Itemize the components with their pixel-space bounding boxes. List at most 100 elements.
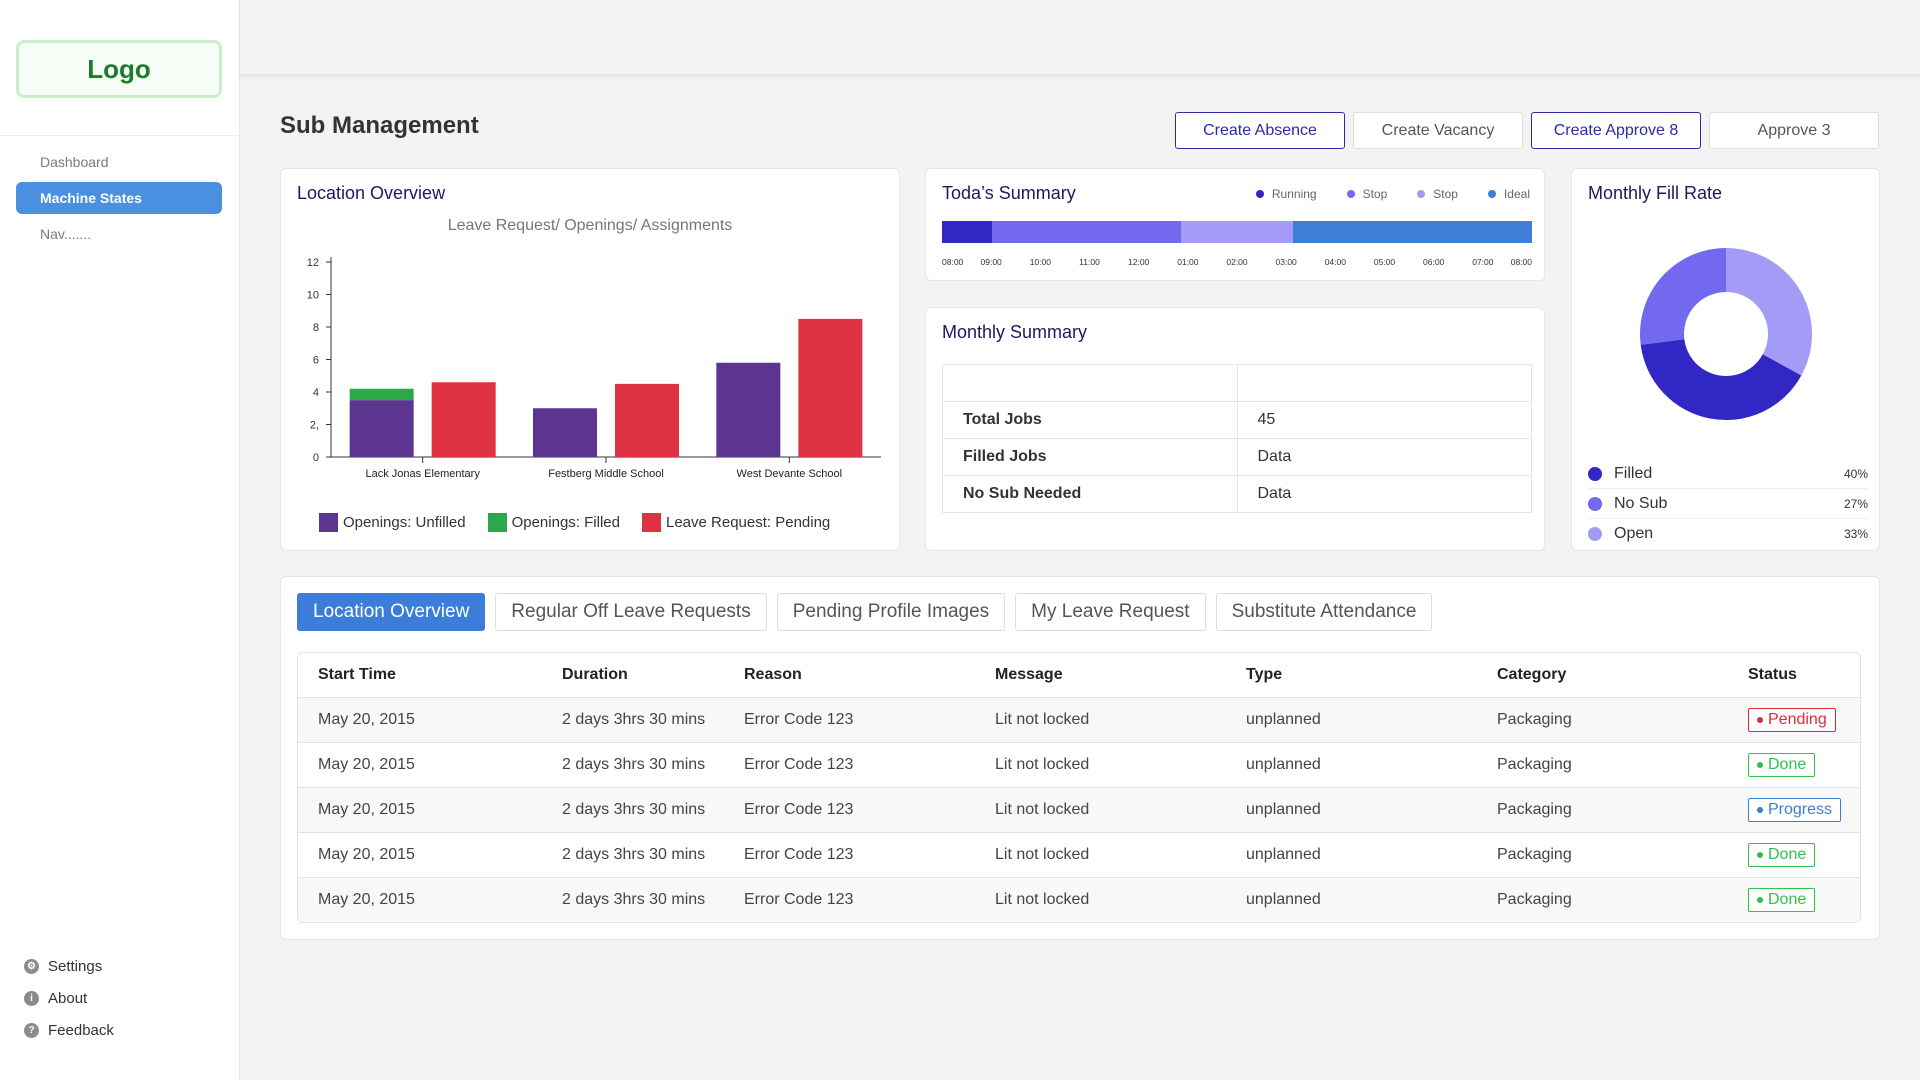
table-cell: unplanned: [1226, 787, 1477, 833]
timeline-tick-label: 03:00: [1275, 257, 1297, 267]
status-dot: [1757, 716, 1763, 723]
column-header[interactable]: Category: [1477, 653, 1728, 698]
table-row: Filled Jobs Data: [942, 438, 1532, 476]
tab-my-leave-request[interactable]: My Leave Request: [1015, 593, 1206, 631]
sidebar-item-dashboard[interactable]: Dashboard: [40, 154, 109, 170]
legend-percent: 40%: [1843, 466, 1868, 481]
tab-location-overview[interactable]: Location Overview: [297, 593, 486, 631]
sidebar: Logo Dashboard Machine States Nav.......…: [0, 0, 240, 1080]
logo[interactable]: Logo: [16, 40, 222, 98]
summary-label: Total Jobs: [942, 401, 1238, 439]
chart-legend: Openings: Unfilled Openings: Filled Leav…: [319, 513, 830, 532]
records-table-body: May 20, 2015 2 days 3hrs 30 mins Error Cod…: [298, 697, 1860, 922]
monthly-summary-table: Total Jobs 45 Filled Jobs Data No Sub Need…: [942, 364, 1532, 513]
tab-regular-off-leave-requests[interactable]: Regular Off Leave Requests: [495, 593, 767, 631]
legend-label: Leave Request: Pending: [665, 514, 831, 531]
column-header[interactable]: Status: [1728, 653, 1860, 698]
create-absence-button[interactable]: Create Absence: [1175, 112, 1345, 149]
fill-rate-donut-chart: [1640, 248, 1812, 420]
table-cell: Lit not locked: [975, 697, 1226, 743]
sidebar-item-settings[interactable]: ⚙ Settings: [24, 950, 114, 982]
legend-swatch: [487, 513, 507, 532]
status-badge: Done: [1748, 887, 1816, 912]
legend-label: Stop: [1362, 187, 1388, 201]
timeline-tick-label: 04:00: [1324, 257, 1346, 267]
legend-label: Ideal: [1503, 187, 1530, 201]
column-header[interactable]: Duration: [542, 653, 724, 698]
bar: [798, 318, 863, 457]
tab-pending-profile-images[interactable]: Pending Profile Images: [776, 593, 1006, 631]
y-tick-label: 10: [307, 290, 319, 302]
sidebar-item-nav[interactable]: Nav.......: [40, 226, 92, 242]
status-label: Done: [1768, 890, 1807, 908]
records-card: Location Overview Regular Off Leave Requ…: [280, 576, 1880, 940]
y-tick-label: 12: [307, 257, 319, 269]
table-cell: Packaging: [1477, 697, 1728, 743]
table-cell: Packaging: [1477, 832, 1728, 878]
timeline-segment: [1180, 221, 1294, 243]
legend-item-filled: Openings: Filled: [487, 513, 620, 532]
table-cell: unplanned: [1226, 832, 1477, 878]
column-header[interactable]: Message: [975, 653, 1226, 698]
table-cell: May 20, 2015: [298, 832, 542, 878]
table-cell: May 20, 2015: [298, 787, 542, 833]
chart-title: Leave Request/ Openings/ Assignments: [447, 217, 733, 234]
todays-summary-title: Toda’s Summary: [942, 183, 1076, 203]
table-row[interactable]: May 20, 2015 2 days 3hrs 30 mins Error Cod…: [298, 742, 1860, 788]
table-row[interactable]: May 20, 2015 2 days 3hrs 30 mins Error Cod…: [298, 697, 1860, 743]
table-row[interactable]: May 20, 2015 2 days 3hrs 30 mins Error Cod…: [298, 832, 1860, 878]
column-header[interactable]: Start Time: [298, 653, 542, 698]
summary-value: Data: [1236, 438, 1532, 476]
donut-slice: [1640, 339, 1802, 420]
running-dot: [1255, 190, 1264, 198]
x-tick-label: West Devante School: [737, 468, 843, 480]
sidebar-item-machine-states[interactable]: Machine States: [16, 182, 222, 214]
table-row[interactable]: May 20, 2015 2 days 3hrs 30 mins Error Cod…: [298, 877, 1860, 922]
bar: [533, 408, 597, 457]
legend-label: Open: [1614, 525, 1654, 542]
legend-swatch: [641, 513, 661, 532]
table-cell: Packaging: [1477, 877, 1728, 922]
legend-item-stop: Stop: [1346, 187, 1388, 201]
column-header[interactable]: Type: [1226, 653, 1477, 698]
stop-dot: [1346, 190, 1355, 198]
table-row: No Sub Needed Data: [942, 475, 1532, 513]
table-cell: Lit not locked: [975, 787, 1226, 833]
legend-swatch: [319, 513, 338, 532]
bar: [349, 400, 414, 457]
approve-button[interactable]: Approve 3: [1709, 112, 1879, 149]
monthly-summary-card: Monthly Summary Total Jobs 45 Filled Jobs…: [925, 307, 1545, 551]
status-timeline-bar: [942, 221, 1532, 243]
table-cell: Done: [1728, 877, 1860, 922]
table-cell: Pending: [1728, 697, 1860, 743]
timeline-tick-label: 06:00: [1423, 257, 1445, 267]
tab-substitute-attendance[interactable]: Substitute Attendance: [1215, 593, 1433, 631]
bar: [349, 388, 414, 401]
table-cell: May 20, 2015: [298, 877, 542, 922]
top-bar: [240, 0, 1920, 74]
table-cell: Progress: [1728, 787, 1860, 833]
table-row[interactable]: May 20, 2015 2 days 3hrs 30 mins Error Cod…: [298, 787, 1860, 833]
y-tick-label: 2,: [310, 420, 319, 432]
create-vacancy-button[interactable]: Create Vacancy: [1353, 112, 1523, 149]
feedback-label: Feedback: [48, 1021, 114, 1039]
legend-label: Openings: Unfilled: [343, 514, 466, 531]
table-header-row: Start Time Duration Reason Message Type …: [298, 653, 1860, 698]
table-cell: Lit not locked: [975, 832, 1226, 878]
legend-item-unfilled: Openings: Unfilled: [319, 513, 466, 532]
timeline-tick-label: 05:00: [1373, 257, 1396, 267]
legend-item-stop-2: Stop: [1417, 187, 1458, 201]
sidebar-item-feedback[interactable]: ? Feedback: [24, 1014, 114, 1046]
x-tick-label: Lack Jonas Elementary: [365, 468, 480, 480]
location-overview-title: Location Overview: [297, 183, 446, 203]
timeline-ticks: 08:00 09:00 10:00 11:00 12:00 01:00 02:00 03:00…: [942, 257, 1532, 269]
y-tick-label: 0: [313, 452, 319, 464]
column-header[interactable]: Reason: [724, 653, 975, 698]
legend-item-open: Open 33%: [1588, 519, 1868, 549]
create-approve-button[interactable]: Create Approve 8: [1531, 112, 1701, 149]
tab-bar: Location Overview Regular Off Leave Requ…: [297, 593, 1433, 631]
sidebar-item-about[interactable]: i About: [24, 982, 114, 1014]
legend-percent: 27%: [1843, 496, 1868, 511]
y-tick-label: 8: [313, 322, 319, 334]
summary-label: Filled Jobs: [942, 438, 1238, 476]
